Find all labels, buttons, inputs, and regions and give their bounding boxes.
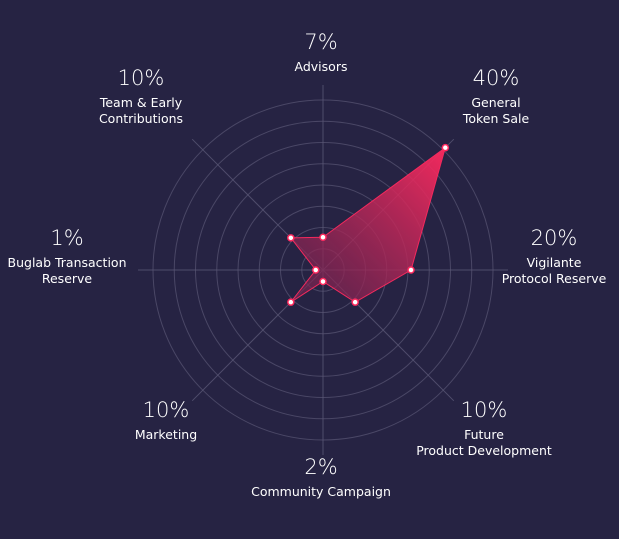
percent-label: 7%	[304, 30, 338, 54]
category-name: Buglab Transaction Reserve	[8, 255, 127, 287]
data-point	[312, 266, 320, 274]
percent-label: 1%	[50, 226, 84, 250]
category-name: Community Campaign	[251, 484, 391, 500]
category-name-line: General	[471, 95, 521, 110]
axis-label: 10% Team & Early Contributions	[99, 66, 183, 127]
category-name-line: Product Development	[416, 443, 552, 458]
category-name: Marketing	[135, 427, 197, 443]
data-point	[407, 266, 415, 274]
category-name-line: Protocol Reserve	[501, 271, 607, 286]
category-name-line: Marketing	[134, 427, 198, 442]
data-point	[351, 298, 359, 306]
axis-label: 10% Future Product Development	[416, 398, 552, 459]
category-name-line: Token Sale	[462, 111, 530, 126]
percent-label: 10%	[117, 66, 165, 90]
data-point	[441, 143, 450, 152]
category-name: Advisors	[295, 59, 348, 75]
axis-label: 7% Advisors	[295, 30, 348, 75]
category-name-line: Buglab Transaction	[7, 255, 127, 270]
percent-label: 10%	[142, 398, 190, 422]
axis-label: 40% General Token Sale	[463, 66, 529, 127]
axis-label: 10% Marketing	[135, 398, 197, 443]
axis-label: 2% Community Campaign	[251, 455, 391, 500]
data-point	[287, 234, 295, 242]
category-name-line: Vigilante	[526, 255, 582, 270]
percent-label: 10%	[460, 398, 508, 422]
data-point	[319, 277, 327, 286]
category-name-line: Community Campaign	[251, 484, 391, 499]
axis-label: 1% Buglab Transaction Reserve	[8, 226, 127, 287]
category-name-line: Reserve	[41, 271, 93, 286]
percent-label: 2%	[304, 455, 338, 479]
data-point	[319, 233, 327, 241]
data-point	[287, 298, 295, 306]
category-name: General Token Sale	[463, 95, 529, 127]
category-name: Future Product Development	[416, 427, 552, 459]
category-name-line: Contributions	[98, 111, 184, 126]
category-name: Team & Early Contributions	[99, 95, 183, 127]
axis-label: 20% Vigilante Protocol Reserve	[502, 226, 607, 287]
category-name-line: Advisors	[294, 59, 348, 74]
percent-label: 20%	[530, 226, 578, 250]
category-name-line: Future	[464, 427, 504, 442]
data-area	[289, 146, 447, 303]
category-name-line: Team & Early	[99, 95, 183, 110]
percent-label: 40%	[472, 66, 520, 90]
category-name: Vigilante Protocol Reserve	[502, 255, 607, 287]
